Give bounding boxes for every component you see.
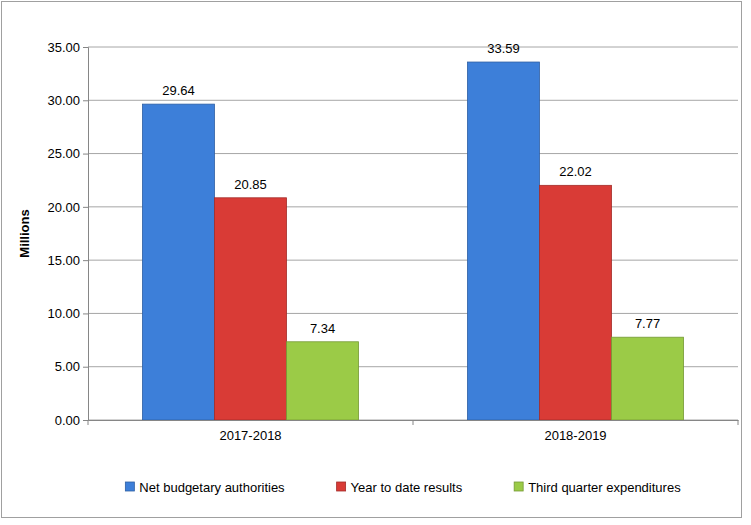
bar [142, 104, 214, 420]
data-labels: 29.64 33.59 20.85 22.02 7.34 7.77 [162, 41, 660, 336]
legend-label: Third quarter expenditures [528, 480, 681, 495]
legend-label: Year to date results [351, 480, 463, 495]
tick-mark [83, 47, 88, 48]
tick: 2017-2018 [219, 428, 281, 443]
tick: 5.00 [55, 359, 88, 374]
bar [287, 342, 359, 420]
tick: 35.00 [47, 40, 88, 55]
tick-label: 25.00 [47, 146, 80, 161]
tick-label: 10.00 [47, 306, 80, 321]
legend-swatch [125, 482, 134, 491]
data-label: 7.77 [635, 316, 660, 331]
bar [612, 337, 684, 420]
data-label: 33.59 [487, 41, 520, 56]
category-separators [88, 420, 738, 425]
tick: 0.00 [55, 413, 88, 428]
chart-frame [2, 2, 742, 518]
legend-label: Net budgetary authorities [139, 480, 285, 495]
bar [467, 62, 539, 420]
x-axis: 2017-2018 2018-2019 [89, 421, 739, 443]
grid [88, 47, 738, 420]
y-axis: 0.00 5.00 10.00 15.00 20.00 25.00 30.00 35.00 [47, 40, 88, 428]
tick-mark [83, 207, 88, 208]
tick-label: 35.00 [47, 40, 80, 55]
separator [738, 420, 739, 425]
legend-item: Third quarter expenditures [514, 480, 681, 495]
data-label: 22.02 [559, 164, 592, 179]
data-label: 20.85 [234, 177, 267, 192]
tick-mark [83, 313, 88, 314]
tick-label: 5.00 [55, 359, 80, 374]
legend-swatch [514, 482, 523, 491]
tick: 30.00 [47, 93, 88, 108]
bar [214, 198, 286, 420]
legend-item: Net budgetary authorities [125, 480, 285, 495]
separator [413, 420, 414, 425]
tick-label: 15.00 [47, 253, 80, 268]
grid-line [88, 47, 738, 48]
legend: Net budgetary authorities Year to date re… [125, 480, 681, 495]
bar [539, 185, 611, 420]
legend-item: Year to date results [337, 480, 463, 495]
tick-label: 2017-2018 [219, 428, 281, 443]
chart: 29.64 33.59 20.85 22.02 7.34 7.77 0.00 5.00 10.0… [0, 0, 751, 525]
tick: 25.00 [47, 146, 88, 161]
tick: 15.00 [47, 253, 88, 268]
data-label: 29.64 [162, 83, 195, 98]
tick-mark [83, 100, 88, 101]
separator [88, 420, 89, 425]
tick-label: 30.00 [47, 93, 80, 108]
plot: 29.64 33.59 20.85 22.02 7.34 7.77 0.00 5.00 10.0… [47, 40, 738, 443]
y-axis-title: Millions [17, 209, 32, 257]
tick: 20.00 [47, 200, 88, 215]
tick-mark [83, 367, 88, 368]
tick-mark [83, 260, 88, 261]
tick: 2018-2019 [544, 428, 606, 443]
tick: 10.00 [47, 306, 88, 321]
tick-label: 20.00 [47, 200, 80, 215]
bars [142, 62, 683, 420]
axis-line [83, 48, 89, 421]
legend-swatch [337, 482, 346, 491]
tick-mark [83, 154, 88, 155]
tick-label: 2018-2019 [544, 428, 606, 443]
tick-label: 0.00 [55, 413, 80, 428]
grid-line [88, 100, 738, 101]
tick-mark [83, 420, 88, 421]
data-label: 7.34 [310, 321, 335, 336]
